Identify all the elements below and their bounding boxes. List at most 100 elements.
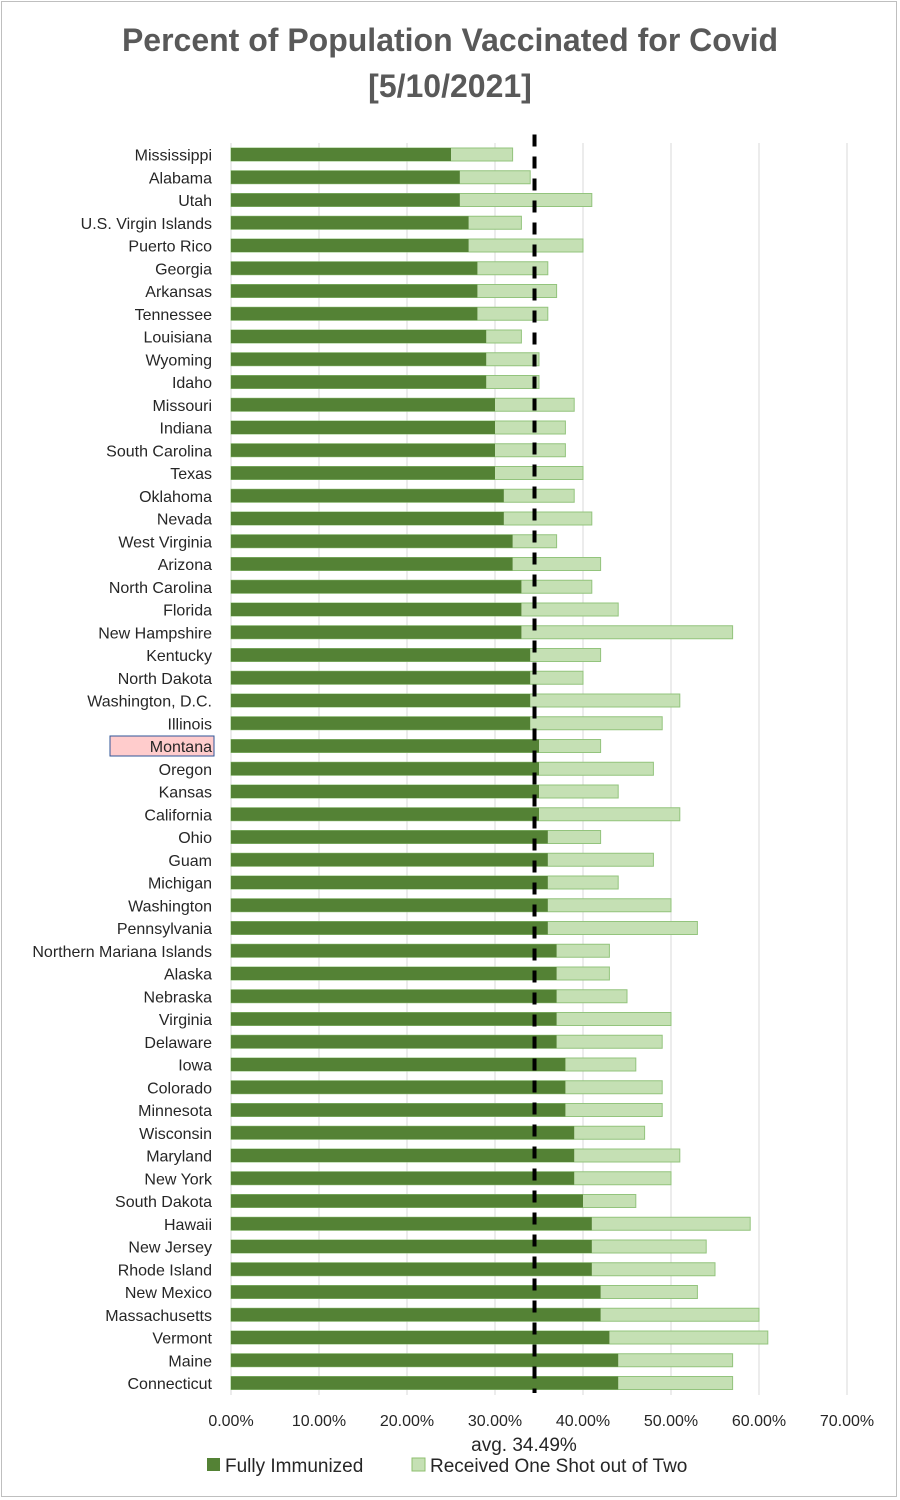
bar-fully-immunized [231, 1308, 601, 1322]
category-label: Maine [168, 1353, 212, 1370]
category-label: Alaska [164, 967, 212, 984]
category-label: Guam [168, 853, 212, 870]
bar-fully-immunized [231, 557, 513, 571]
category-label: U.S. Virgin Islands [81, 216, 212, 233]
category-label: Maryland [146, 1149, 212, 1166]
bar-fully-immunized [231, 967, 557, 980]
bar-fully-immunized [231, 1012, 557, 1026]
bar-fully-immunized [231, 148, 451, 161]
category-label: Indiana [160, 421, 213, 438]
legend-swatch-one-shot [411, 1457, 426, 1472]
bar-fully-immunized [231, 716, 531, 730]
category-label: New Jersey [128, 1240, 212, 1257]
bar-fully-immunized [231, 762, 539, 776]
bar-fully-immunized [231, 785, 539, 798]
x-tick-label: 60.00% [732, 1413, 786, 1430]
bar-fully-immunized [231, 739, 539, 753]
bar-fully-immunized [231, 1262, 592, 1276]
bar-fully-immunized [231, 1353, 619, 1367]
category-label: Wyoming [145, 352, 212, 369]
category-label: Missouri [152, 398, 212, 415]
category-label: New Hampshire [98, 625, 212, 642]
bar-fully-immunized [231, 1126, 575, 1140]
x-tick-label: 40.00% [556, 1413, 610, 1430]
chart-subtitle: [5/10/2021] [368, 68, 532, 104]
category-label: Montana [150, 739, 212, 756]
bar-fully-immunized [231, 534, 513, 548]
category-label: South Dakota [115, 1194, 212, 1211]
legend-label-fully-immunized: Fully Immunized [225, 1456, 363, 1477]
bar-fully-immunized [231, 375, 487, 389]
bar-fully-immunized [231, 921, 548, 935]
category-label: New York [144, 1171, 213, 1188]
category-label: Mississippi [135, 148, 212, 165]
bar-fully-immunized [231, 876, 548, 889]
bar-fully-immunized [231, 1171, 575, 1185]
category-label: New Mexico [125, 1285, 212, 1302]
bar-fully-immunized [231, 193, 460, 207]
category-label: Wisconsin [139, 1126, 212, 1143]
category-label: Michigan [148, 876, 212, 893]
bar-fully-immunized [231, 1217, 592, 1231]
category-label: Alabama [149, 170, 212, 187]
category-label: Tennessee [135, 307, 212, 324]
bar-fully-immunized [231, 512, 504, 525]
bar-fully-immunized [231, 443, 495, 457]
category-label: Kentucky [146, 648, 212, 665]
category-label: Idaho [172, 375, 212, 392]
highlight-box [109, 735, 215, 757]
category-label: Pennsylvania [117, 921, 212, 938]
category-label: Nevada [157, 512, 212, 529]
bar-fully-immunized [231, 1035, 557, 1049]
bar-fully-immunized [231, 352, 487, 366]
bar-fully-immunized [231, 466, 495, 480]
category-label: Washington, D.C. [87, 694, 212, 711]
bar-fully-immunized [231, 694, 531, 707]
x-tick-label: 0.00% [208, 1413, 253, 1430]
bar-fully-immunized [231, 261, 478, 275]
category-label: Massachusetts [105, 1308, 212, 1325]
category-label: Minnesota [138, 1103, 212, 1120]
category-label: West Virginia [118, 534, 212, 551]
x-tick-label: 30.00% [468, 1413, 522, 1430]
bar-fully-immunized [231, 398, 495, 412]
category-label: North Carolina [109, 580, 212, 597]
category-label: Virginia [159, 1012, 212, 1029]
category-label: Arizona [158, 557, 212, 574]
x-tick-label: 50.00% [644, 1413, 698, 1430]
series-fully-immunized-bars [231, 148, 619, 1390]
category-labels: Mississippi Alabama Utah U.S. Virgin Island… [32, 148, 215, 1393]
category-label: Utah [178, 193, 212, 210]
bar-fully-immunized [231, 1103, 566, 1117]
category-label: Washington [128, 898, 212, 915]
average-label: avg. 34.49% [471, 1435, 577, 1456]
bar-fully-immunized [231, 170, 460, 184]
x-tick-label: 70.00% [820, 1413, 874, 1430]
category-label: Hawaii [164, 1217, 212, 1234]
bar-fully-immunized [231, 1058, 566, 1071]
bar-fully-immunized [231, 648, 531, 662]
category-label: Georgia [155, 261, 212, 278]
category-label: Texas [170, 466, 212, 483]
category-label: South Carolina [106, 443, 212, 460]
bar-fully-immunized [231, 625, 522, 639]
category-label: Connecticut [128, 1376, 213, 1393]
bar-fully-immunized [231, 1376, 619, 1390]
category-label: Florida [163, 603, 212, 620]
bar-fully-immunized [231, 216, 469, 230]
bar-fully-immunized [231, 898, 548, 912]
legend-label-one-shot: Received One Shot out of Two [430, 1456, 687, 1477]
bar-fully-immunized [231, 330, 487, 343]
category-label: Oklahoma [139, 489, 212, 506]
bar-fully-immunized [231, 307, 478, 321]
bar-fully-immunized [231, 1080, 566, 1094]
chart-title: Percent of Population Vaccinated for Cov… [121, 22, 779, 58]
category-label: Illinois [168, 716, 212, 733]
bar-fully-immunized [231, 853, 548, 867]
category-label: Puerto Rico [128, 239, 212, 256]
category-label: Iowa [178, 1058, 212, 1075]
category-label: Louisiana [144, 330, 213, 347]
category-label: Colorado [147, 1080, 212, 1097]
bar-fully-immunized [231, 239, 469, 252]
